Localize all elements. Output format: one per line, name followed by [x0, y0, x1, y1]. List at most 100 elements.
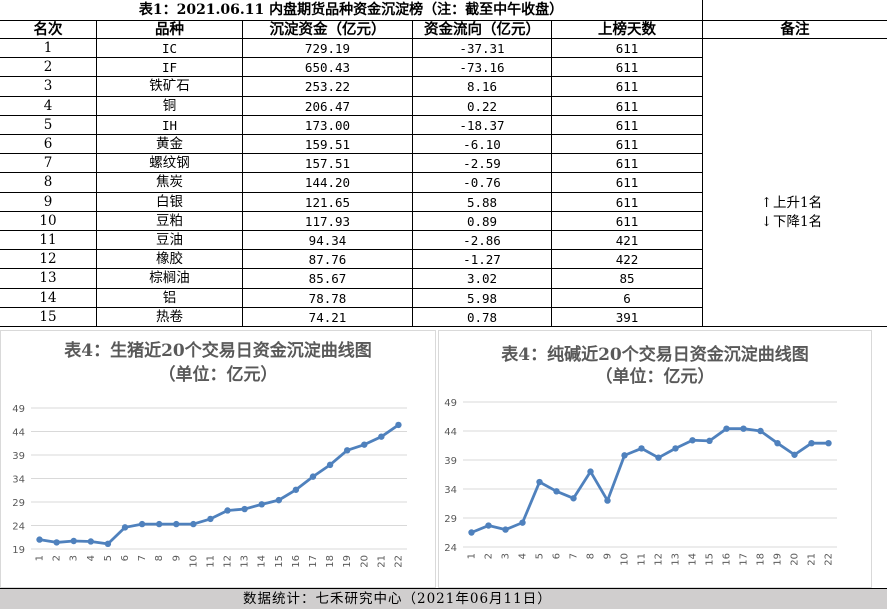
data-point [395, 421, 402, 429]
table-cell-days: 611 [552, 96, 703, 116]
table-cell-fund: 74.21 [243, 307, 413, 327]
data-point [361, 441, 368, 448]
footer-source: 数据统计：七禾研究中心（2021年06月11日） [0, 588, 887, 609]
data-point [173, 520, 180, 528]
y-tick-label: 39 [12, 451, 25, 462]
notes-column: ↑ 上升1名 ↓ 下降1名 [703, 39, 887, 327]
data-point [326, 461, 334, 469]
y-tick-label: 34 [444, 485, 457, 496]
y-tick-label: 24 [12, 522, 25, 533]
data-point [655, 454, 662, 461]
x-tick-label: 5 [535, 553, 546, 559]
table-cell-flow: 5.88 [413, 192, 552, 212]
x-tick-label: 21 [807, 553, 818, 566]
x-tick-label: 4 [518, 553, 529, 559]
x-tick-label: 13 [240, 555, 251, 568]
data-point [740, 425, 747, 432]
header-cell: 沉淀资金（亿元） [243, 21, 413, 39]
data-point [138, 520, 146, 528]
data-point [774, 439, 781, 447]
x-tick-label: 20 [359, 555, 370, 568]
table-cell-name: IF [97, 58, 243, 78]
y-tick-label: 19 [12, 545, 25, 556]
data-point [121, 524, 129, 531]
table-cell-rank: 7 [0, 154, 97, 174]
x-tick-label: 18 [325, 555, 336, 568]
table-cell-days: 391 [552, 307, 703, 327]
data-point [70, 537, 77, 545]
table-cell-days: 6 [552, 288, 703, 308]
x-tick-label: 5 [103, 555, 114, 561]
x-tick-label: 15 [705, 553, 716, 566]
table-cell-name: 热卷 [97, 307, 243, 327]
x-tick-label: 7 [569, 553, 580, 559]
y-tick-label: 44 [444, 427, 457, 438]
data-point [519, 519, 526, 526]
x-tick-label: 14 [688, 553, 699, 566]
data-point [825, 439, 832, 447]
x-tick-label: 22 [393, 555, 404, 568]
data-point [468, 529, 475, 536]
data-point [190, 520, 197, 528]
data-point [258, 501, 265, 508]
data-point [104, 540, 112, 548]
table-cell-rank: 2 [0, 58, 97, 78]
x-tick-label: 12 [654, 553, 665, 566]
table-cell-fund: 173.00 [243, 115, 413, 135]
table-cell-flow: 8.16 [413, 77, 552, 97]
table-cell-days: 85 [552, 269, 703, 289]
x-tick-label: 1 [467, 553, 478, 559]
table-cell-flow: 0.89 [413, 211, 552, 231]
x-tick-label: 13 [671, 553, 682, 566]
chart-panel-soda: 表4：纯碱近20个交易日资金沉淀曲线图 （单位：亿元） 24 29 34 39 44 49… [438, 330, 872, 588]
x-tick-label: 15 [274, 555, 285, 568]
data-point [757, 427, 764, 435]
table-cell-flow: -6.10 [413, 135, 552, 155]
x-tick-label: 19 [342, 555, 353, 568]
x-tick-label: 21 [376, 555, 387, 568]
table-cell-fund: 78.78 [243, 288, 413, 308]
x-tick-label: 7 [137, 555, 148, 561]
data-point [53, 539, 60, 546]
data-point [36, 536, 43, 543]
table-cell-flow: -73.16 [413, 58, 552, 78]
x-tick-label: 10 [620, 553, 631, 566]
table-cell-fund: 117.93 [243, 211, 413, 231]
table-cell-rank: 15 [0, 307, 97, 327]
x-tick-label: 3 [501, 553, 512, 559]
y-tick-label: 39 [444, 456, 457, 467]
table-cell-name: 螺纹钢 [97, 154, 243, 174]
data-point [241, 505, 248, 513]
chart-subtitle-hog: （单位：亿元） [158, 365, 278, 385]
x-tick-label: 2 [484, 553, 495, 559]
table-cell-rank: 6 [0, 135, 97, 155]
table-cell-name: 黄金 [97, 135, 243, 155]
table-cell-flow: -0.76 [413, 173, 552, 193]
arrow-down-icon: ↓ [761, 213, 773, 230]
x-tick-label: 1 [35, 555, 46, 561]
x-tick-label: 6 [120, 555, 131, 561]
table-cell-rank: 8 [0, 173, 97, 193]
table-cell-flow: -18.37 [413, 115, 552, 135]
data-point [672, 445, 679, 452]
x-tick-label: 18 [756, 553, 767, 566]
x-tick-label: 2 [52, 555, 63, 561]
table-cell-days: 611 [552, 115, 703, 135]
table-cell-flow: 0.78 [413, 307, 552, 327]
table-cell-rank: 5 [0, 115, 97, 135]
data-point [292, 486, 300, 493]
table-cell-rank: 4 [0, 96, 97, 116]
data-point [570, 495, 577, 502]
x-tick-label: 3 [69, 555, 80, 561]
x-tick-label: 8 [154, 555, 165, 561]
table-cell-rank: 12 [0, 250, 97, 270]
data-point [378, 433, 385, 440]
table-cell-rank: 13 [0, 269, 97, 289]
data-point [604, 497, 611, 504]
data-point [155, 520, 163, 528]
x-tick-label: 10 [188, 555, 199, 568]
table-cell-name: 铜 [97, 96, 243, 116]
y-tick-label: 34 [12, 475, 25, 486]
